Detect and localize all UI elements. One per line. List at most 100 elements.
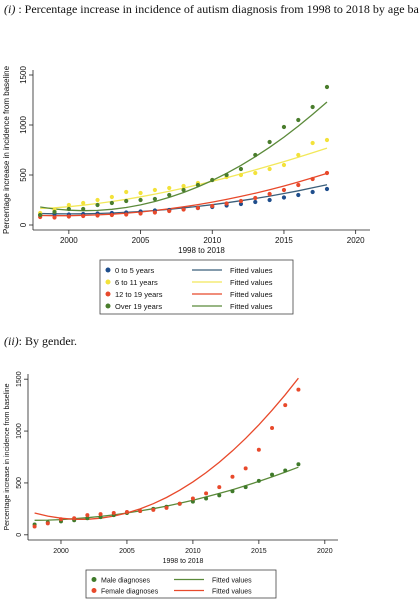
c1-point-6-to-11-years (324, 137, 330, 143)
c1-fit-over-19-years (40, 101, 328, 212)
c2-point-female-diagnoses (177, 501, 182, 506)
c1-point-6-to-11-years (296, 152, 301, 158)
c1-y-tick-label: 0 (19, 222, 28, 227)
c2-point-male-diagnoses (296, 462, 301, 467)
gender-plot-area: 2000 2005 2010 2015 2020 0 500 1000 1500 1998 to … (4, 371, 338, 565)
c1-point-12-to-19-years (181, 207, 186, 212)
caption-2-number: (ii) (4, 334, 19, 348)
c1-point-over-19-years (238, 166, 244, 172)
c1-legend-entry: 6 to 11 years Fitted values (105, 278, 273, 287)
c2-point-female-diagnoses (230, 474, 235, 479)
c1-legend-fit-label: Fitted values (230, 278, 273, 287)
c1-point-over-19-years (181, 187, 186, 193)
c2-fit-male-diagnoses (34, 466, 299, 521)
c2-point-female-diagnoses (111, 511, 116, 516)
c2-y-axis-label: Percentage increase in incidence from ba… (4, 383, 11, 530)
age-band-plot-area: 2000 2005 2010 2015 2020 0 500 1000 1500 1998 to … (2, 65, 370, 255)
c2-x-axis-label: 1998 to 2018 (163, 558, 204, 565)
c1-y-tick-label: 1500 (19, 66, 28, 84)
c1-point-over-19-years (253, 152, 258, 158)
figure-caption-1: (i) : Percentage increase in incidence o… (4, 1, 419, 17)
c2-point-female-diagnoses (204, 491, 209, 496)
caption-1-text: : Percentage increase in incidence of au… (15, 2, 419, 16)
c2-y-tick-label: 500 (16, 477, 23, 489)
c1-point-12-to-19-years (52, 215, 57, 220)
c2-legend-fit-label: Fitted values (212, 578, 252, 585)
c2-legend-marker (91, 588, 97, 593)
c1-point-over-19-years (52, 209, 57, 215)
c2-point-female-diagnoses (296, 387, 301, 392)
c1-point-0-to-5-years (310, 189, 315, 195)
c1-point-12-to-19-years (124, 212, 129, 217)
c1-legend-marker (105, 279, 111, 285)
c1-point-0-to-5-years (296, 192, 301, 198)
c2-point-male-diagnoses (85, 516, 90, 521)
c1-point-over-19-years (267, 139, 272, 145)
c2-point-male-diagnoses (270, 472, 275, 477)
c1-legend-label: 6 to 11 years (115, 278, 158, 287)
c2-point-female-diagnoses (72, 516, 77, 521)
c2-point-female-diagnoses (98, 512, 103, 517)
c1-point-12-to-19-years (238, 198, 244, 204)
c1-point-12-to-19-years (310, 176, 315, 182)
c1-point-0-to-5-years (267, 197, 272, 203)
c1-point-12-to-19-years (81, 213, 86, 219)
c1-point-0-to-5-years (253, 199, 258, 205)
c1-legend-frame (99, 259, 294, 315)
c1-legend-fit-label: Fitted values (230, 290, 273, 299)
c1-x-tick-label: 2010 (203, 236, 221, 245)
c2-point-female-diagnoses (138, 508, 143, 513)
c2-legend-entry: Male diagnoses Fitted values (91, 577, 252, 585)
c2-legend-label: Female diagnoses (101, 589, 159, 596)
c1-y-axis-label: Percentage increase in incidence from ba… (2, 65, 11, 234)
c1-point-6-to-11-years (181, 183, 186, 189)
c2-point-female-diagnoses (58, 517, 63, 522)
c1-point-over-19-years (109, 200, 114, 206)
c1-point-6-to-11-years (238, 172, 244, 178)
caption-1-number: (i) (4, 2, 16, 16)
c1-point-12-to-19-years (324, 170, 330, 176)
c1-legend-marker (105, 303, 111, 309)
c1-point-12-to-19-years (195, 205, 201, 211)
c1-point-over-19-years (152, 196, 157, 202)
c2-point-female-diagnoses (151, 507, 156, 512)
c1-series-12-to-19-years (38, 170, 330, 220)
caption-2-text: : By gender. (18, 334, 77, 348)
c1-legend-label: Over 19 years (115, 302, 162, 311)
c1-point-6-to-11-years (95, 197, 100, 203)
c1-point-over-19-years (281, 124, 287, 130)
c1-point-over-19-years (195, 182, 201, 188)
c1-point-over-19-years (124, 198, 129, 204)
c2-legend-frame (85, 569, 277, 599)
c2-point-female-diagnoses (45, 521, 50, 526)
c1-legend-entry: 12 to 19 years Fitted values (105, 290, 273, 299)
c1-point-6-to-11-years (167, 185, 172, 191)
c2-point-male-diagnoses (243, 485, 248, 490)
c1-x-tick-label: 2000 (60, 236, 78, 245)
gender-legend: Male diagnoses Fitted values Female diagno… (85, 569, 277, 599)
c1-point-12-to-19-years (296, 182, 301, 188)
gender-chart: 2000 2005 2010 2015 2020 0 500 1000 1500 1998 to … (4, 371, 338, 599)
c1-point-6-to-11-years (109, 194, 114, 200)
c1-legend-entry: 0 to 5 years Fitted values (105, 266, 273, 275)
c1-x-tick-label: 2020 (347, 236, 365, 245)
c2-point-male-diagnoses (256, 478, 261, 483)
c1-point-6-to-11-years (81, 200, 86, 206)
c2-series-female-diagnoses (32, 387, 301, 529)
c2-point-male-diagnoses (98, 515, 103, 520)
c1-point-0-to-5-years (324, 186, 330, 192)
c2-point-female-diagnoses (256, 447, 261, 452)
c1-point-over-19-years (210, 177, 215, 183)
age-band-legend: 0 to 5 years Fitted values 6 to 11 years Fi… (99, 259, 294, 315)
c1-point-over-19-years (66, 206, 71, 212)
c1-legend-marker (105, 291, 111, 297)
c1-point-over-19-years (167, 192, 172, 198)
c1-point-12-to-19-years (210, 203, 215, 209)
c1-point-over-19-years (95, 202, 100, 208)
c1-point-12-to-19-years (138, 211, 143, 216)
c1-point-6-to-11-years (152, 187, 157, 193)
c2-y-tick-label: 1500 (16, 371, 23, 387)
c1-point-0-to-5-years (281, 195, 287, 200)
c1-point-over-19-years (324, 84, 330, 90)
c2-x-tick-label: 2000 (53, 548, 69, 555)
